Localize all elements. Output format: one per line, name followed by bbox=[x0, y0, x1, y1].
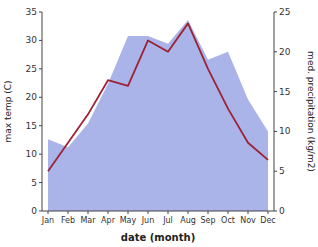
x-tick-label: May bbox=[120, 216, 137, 225]
x-tick bbox=[68, 211, 69, 214]
x-tick-label: Nov bbox=[240, 216, 256, 225]
x-tick bbox=[128, 211, 129, 214]
y2-tick-label: 25 bbox=[279, 7, 290, 17]
y-tick-label: 20 bbox=[26, 92, 38, 102]
y-tick-label: 10 bbox=[26, 149, 38, 159]
x-tick-label: Apr bbox=[101, 216, 116, 225]
x-tick-label: Jul bbox=[162, 216, 173, 225]
x-tick-label: Sep bbox=[200, 216, 215, 225]
y2-tick-label: 0 bbox=[279, 206, 285, 216]
x-tick-label: Mar bbox=[80, 216, 96, 225]
x-tick bbox=[88, 211, 89, 214]
y2-tick bbox=[274, 171, 277, 172]
y-tick-label: 15 bbox=[26, 121, 37, 131]
y-tick-label: 0 bbox=[31, 206, 37, 216]
y2-tick bbox=[274, 51, 277, 52]
temperature-line bbox=[48, 23, 268, 171]
x-tick bbox=[268, 211, 269, 214]
y-tick bbox=[39, 182, 42, 183]
y2-tick bbox=[274, 12, 277, 13]
x-tick bbox=[108, 211, 109, 214]
chart-svg: 0 5 10 15 20 25 30 35 0 5 10 15 20 25 Jan Feb Mar Apr May J… bbox=[0, 0, 318, 247]
precipitation-area bbox=[48, 20, 268, 211]
y-tick bbox=[39, 12, 42, 13]
x-tick bbox=[148, 211, 149, 214]
y-tick-label: 25 bbox=[26, 64, 37, 74]
y2-axis-label: med. precipitation (kg/m2) bbox=[306, 51, 316, 172]
y-tick-label: 5 bbox=[31, 178, 37, 188]
y2-tick-label: 5 bbox=[279, 166, 285, 176]
x-tick-label: Jun bbox=[141, 216, 155, 225]
x-axis-label: date (month) bbox=[121, 232, 195, 243]
chart-container: 0 5 10 15 20 25 30 35 0 5 10 15 20 25 Jan Feb Mar Apr May J… bbox=[0, 0, 318, 247]
y2-tick bbox=[274, 211, 277, 212]
x-tick-label: Dec bbox=[260, 216, 275, 225]
y-tick bbox=[39, 40, 42, 41]
x-tick bbox=[228, 211, 229, 214]
x-tick bbox=[168, 211, 169, 214]
y-tick bbox=[39, 154, 42, 155]
y-axis-label: max temp (C) bbox=[3, 80, 13, 142]
x-tick-label: Feb bbox=[61, 216, 75, 225]
y2-tick-label: 20 bbox=[279, 47, 291, 57]
y-tick bbox=[39, 68, 42, 69]
x-tick bbox=[248, 211, 249, 214]
y2-tick-label: 10 bbox=[279, 126, 291, 136]
y-tick-label: 30 bbox=[26, 35, 38, 45]
x-tick bbox=[48, 211, 49, 214]
marks bbox=[48, 20, 268, 211]
x-axis-line bbox=[42, 211, 274, 212]
y-tick-label: 35 bbox=[26, 7, 37, 17]
x-tick-label: Aug bbox=[180, 216, 196, 225]
y2-axis-line bbox=[274, 12, 275, 211]
y2-tick-label: 15 bbox=[279, 87, 290, 97]
y-axis-line bbox=[42, 12, 43, 211]
x-tick bbox=[208, 211, 209, 214]
x-tick bbox=[188, 211, 189, 214]
x-tick-label: Jan bbox=[41, 216, 54, 225]
y-tick bbox=[39, 125, 42, 126]
y-tick bbox=[39, 97, 42, 98]
y2-tick bbox=[274, 131, 277, 132]
x-tick-label: Oct bbox=[221, 216, 235, 225]
y2-tick bbox=[274, 91, 277, 92]
y-tick bbox=[39, 211, 42, 212]
